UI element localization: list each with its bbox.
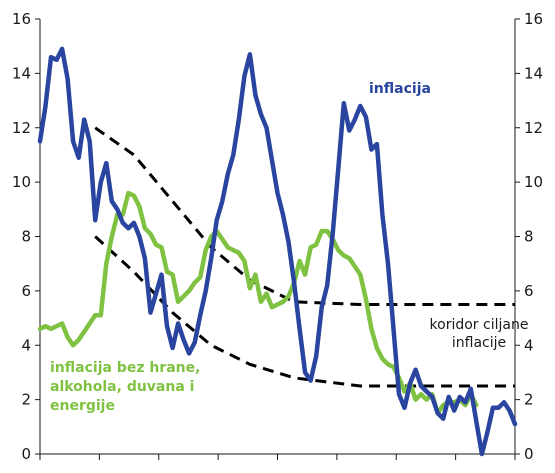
label-corridor-line1: koridor ciljane bbox=[430, 317, 529, 333]
series-line-core-inflation bbox=[37, 190, 479, 416]
y-tick-label-right: 14 bbox=[524, 64, 543, 82]
y-tick-label-left: 14 bbox=[12, 64, 31, 82]
label-inflacija: inflacija bbox=[369, 81, 431, 97]
y-axis-right-ticks: 0 2 4 6 8 10 12 14 16 bbox=[515, 10, 543, 463]
label-core-inflation-line2: alkohola, duvana i bbox=[50, 379, 194, 395]
y-tick-label-left: 12 bbox=[12, 119, 31, 137]
y-tick-label-right: 12 bbox=[524, 119, 543, 137]
y-tick-label-left: 16 bbox=[12, 10, 31, 28]
y-tick-label-right: 8 bbox=[524, 228, 534, 246]
y-tick-label-left: 4 bbox=[21, 336, 31, 354]
y-tick-label-right: 6 bbox=[524, 282, 534, 300]
y-tick-label-left: 0 bbox=[21, 445, 31, 463]
y-tick-label-right: 16 bbox=[524, 10, 543, 28]
y-tick-label-left: 10 bbox=[12, 173, 31, 191]
corridor-upper-line bbox=[94, 126, 515, 306]
y-tick-label-right: 2 bbox=[524, 391, 534, 409]
y-tick-label-left: 2 bbox=[21, 391, 31, 409]
series-line-inflacija bbox=[37, 46, 518, 457]
y-tick-label-right: 4 bbox=[524, 336, 534, 354]
y-axis-left-ticks: 0 2 4 6 8 10 12 14 16 bbox=[12, 10, 40, 463]
y-tick-label-right: 10 bbox=[524, 173, 543, 191]
label-core-inflation-line1: inflacija bez hrane, bbox=[50, 360, 200, 376]
y-tick-label-left: 8 bbox=[21, 228, 31, 246]
corridor-lower-line bbox=[94, 235, 515, 388]
y-tick-label-right: 0 bbox=[524, 445, 534, 463]
series bbox=[37, 46, 518, 457]
label-core-inflation-line3: energije bbox=[50, 398, 115, 414]
label-corridor-line2: inflacije bbox=[452, 335, 506, 351]
y-tick-label-left: 6 bbox=[21, 282, 31, 300]
